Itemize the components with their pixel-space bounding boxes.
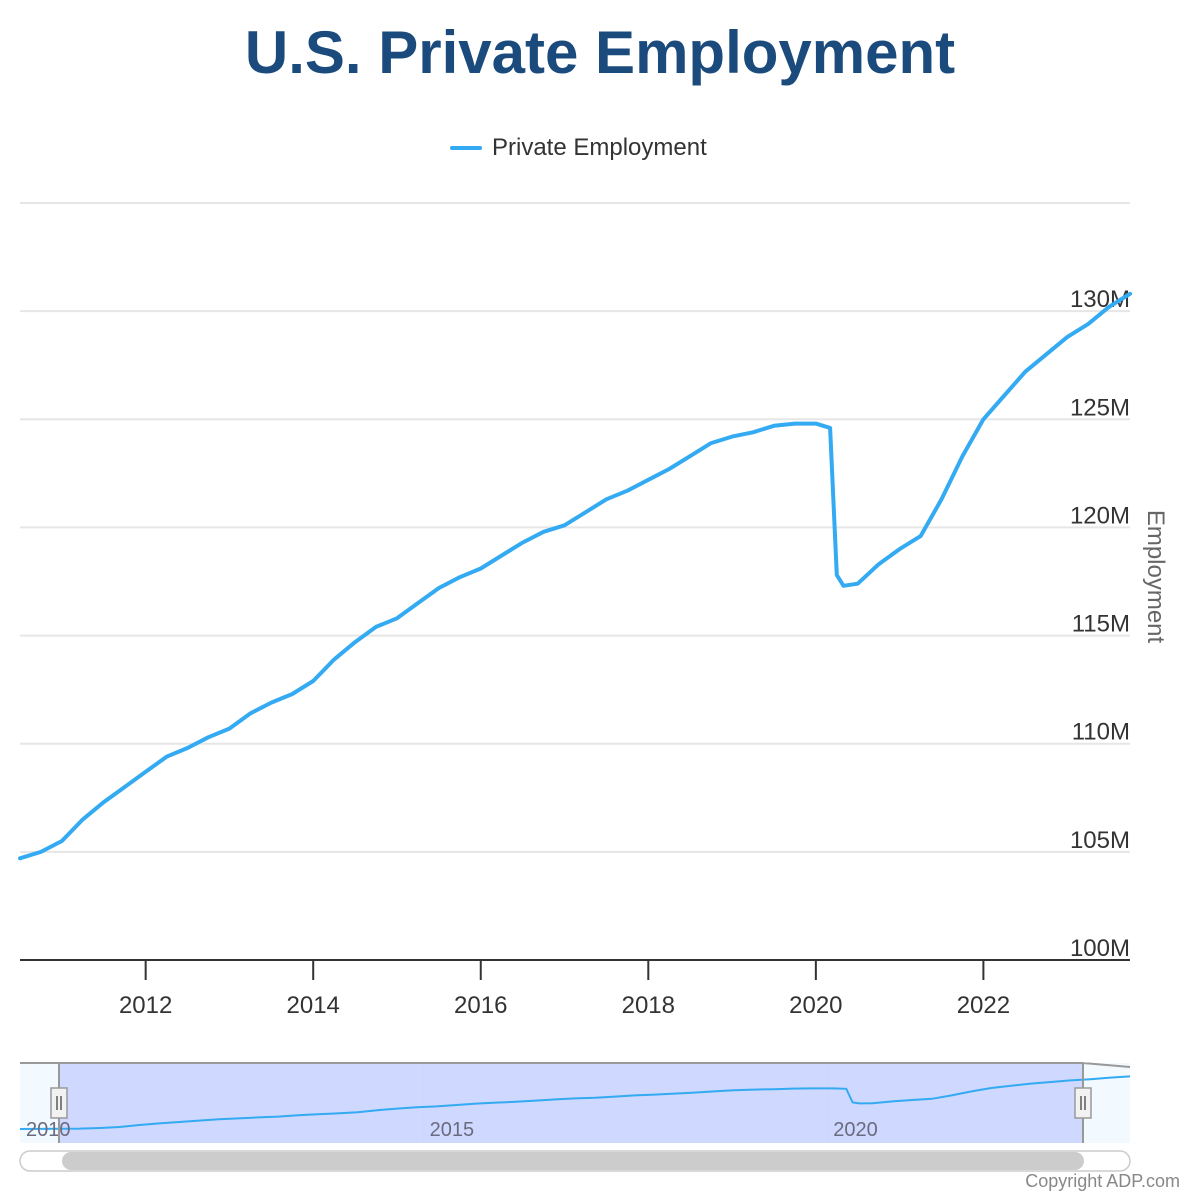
x-axis-ticks: 2012 2014 2016 2018 2020 2022 bbox=[119, 960, 1010, 1019]
navigator-label: 2010 bbox=[26, 1119, 71, 1141]
x-tick-label: 2022 bbox=[957, 992, 1010, 1019]
x-tick-label: 2012 bbox=[119, 992, 172, 1019]
copyright-text: Copyright ADP.com bbox=[1025, 1171, 1180, 1191]
scrollbar-thumb[interactable] bbox=[62, 1152, 1084, 1170]
navigator-label: 2020 bbox=[833, 1119, 878, 1141]
navigator-handle-right[interactable] bbox=[1074, 1087, 1092, 1119]
navigator[interactable]: 2010 2015 2020 bbox=[19, 1062, 1131, 1143]
series-line-private-employment[interactable] bbox=[18, 291, 1132, 861]
navigator-label: 2015 bbox=[430, 1119, 475, 1141]
navigator-series-line bbox=[19, 1075, 1131, 1130]
y-tick-label: 125M bbox=[1070, 394, 1130, 421]
x-tick-label: 2016 bbox=[454, 992, 507, 1019]
navigator-selected-range[interactable] bbox=[59, 1063, 1083, 1143]
y-tick-label: 105M bbox=[1070, 827, 1130, 854]
x-tick-label: 2020 bbox=[789, 992, 842, 1019]
y-tick-label: 100M bbox=[1070, 935, 1130, 962]
navigator-handle-left[interactable] bbox=[50, 1087, 68, 1119]
legend-label: Private Employment bbox=[492, 134, 707, 161]
legend-item-private-employment[interactable]: Private Employment bbox=[450, 134, 707, 162]
x-tick-label: 2014 bbox=[287, 992, 340, 1019]
handle-grip[interactable] bbox=[1074, 1087, 1092, 1119]
chart-title: U.S. Private Employment bbox=[244, 19, 956, 86]
y-tick-label: 120M bbox=[1070, 502, 1130, 529]
x-tick-label: 2018 bbox=[622, 992, 675, 1019]
y-tick-label: 115M bbox=[1072, 611, 1130, 638]
y-gridlines bbox=[20, 202, 1130, 853]
scrollbar[interactable] bbox=[19, 1150, 1131, 1172]
handle-grip[interactable] bbox=[50, 1087, 68, 1119]
y-axis-title: Employment bbox=[1142, 510, 1169, 644]
legend-line-swatch bbox=[450, 146, 482, 150]
y-tick-label: 110M bbox=[1072, 719, 1130, 746]
